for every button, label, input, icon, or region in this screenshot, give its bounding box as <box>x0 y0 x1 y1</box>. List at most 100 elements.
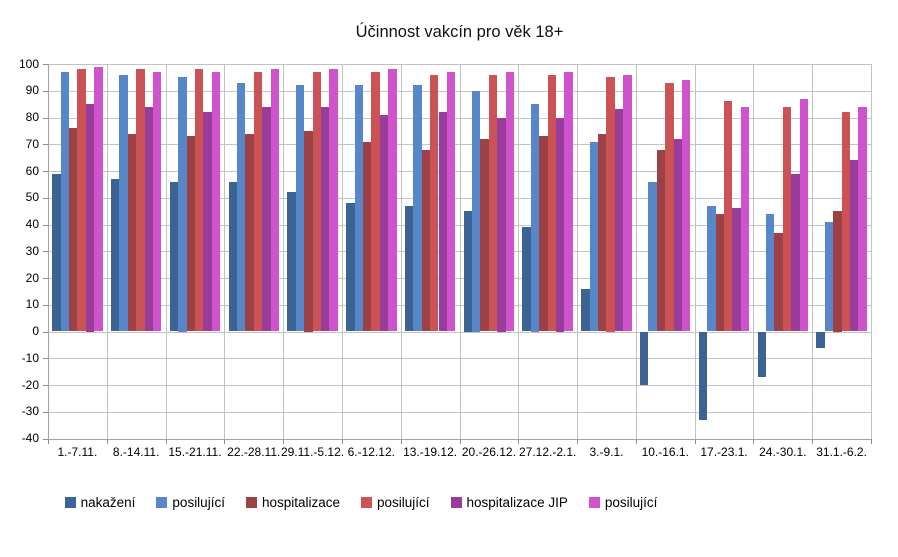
x-axis-label: 31.1.-6.2. <box>816 444 867 459</box>
bar <box>598 133 607 332</box>
bar <box>228 181 237 332</box>
y-axis-tick <box>43 144 48 146</box>
legend-label: posilující <box>604 495 658 510</box>
bar <box>262 106 271 332</box>
bar <box>480 138 489 332</box>
gridline-vertical <box>518 64 520 439</box>
bar <box>782 106 792 332</box>
y-axis-label: -10 <box>21 350 39 365</box>
y-axis-label: -30 <box>21 404 39 419</box>
x-axis-tick <box>577 438 579 444</box>
x-axis-label: 24.-30.1. <box>759 444 807 459</box>
bar <box>539 136 548 332</box>
y-axis-tick <box>43 171 48 172</box>
bar <box>497 117 506 332</box>
y-axis-tick <box>43 304 48 306</box>
gridline-vertical <box>577 64 579 439</box>
bar <box>85 104 95 332</box>
bar <box>379 114 389 332</box>
y-axis-label: 70 <box>25 136 39 151</box>
bar <box>245 133 254 332</box>
bar <box>682 80 691 332</box>
bar <box>152 72 162 332</box>
bar <box>438 112 447 332</box>
bar <box>623 74 632 332</box>
y-axis-line <box>48 64 49 439</box>
y-axis-tick <box>43 197 48 199</box>
chart-title: Účinnost vakcín pro věk 18+ <box>355 23 564 41</box>
x-axis-label: 17.-23.1. <box>700 444 748 459</box>
bar <box>816 331 825 348</box>
x-axis-label: 3.-9.1. <box>589 444 624 459</box>
bar <box>446 72 456 332</box>
bar <box>547 74 557 332</box>
bar <box>732 208 741 332</box>
bar <box>127 133 137 332</box>
x-axis-tick <box>48 438 49 444</box>
bar <box>320 106 330 332</box>
legend-swatch <box>245 497 257 508</box>
bar <box>236 82 246 332</box>
bar <box>488 74 498 332</box>
bar <box>581 288 590 332</box>
bar <box>791 173 800 332</box>
x-axis-tick <box>459 438 461 444</box>
y-axis-label: 40 <box>25 217 39 231</box>
y-axis-tick <box>43 117 48 119</box>
bar <box>715 213 725 332</box>
legend-swatch <box>588 497 600 508</box>
gridline-vertical <box>871 64 872 439</box>
y-axis-tick <box>43 64 48 65</box>
gridline-vertical <box>283 64 285 439</box>
gridline-vertical <box>812 64 814 439</box>
bar <box>203 112 212 332</box>
bar <box>388 69 397 332</box>
bar <box>68 128 78 332</box>
bar <box>606 77 615 332</box>
x-axis-label: 27.12.-2.1. <box>518 444 577 459</box>
bar <box>430 74 439 332</box>
bar <box>472 90 481 332</box>
bar <box>766 213 775 332</box>
x-axis-tick <box>283 438 285 444</box>
bar <box>799 98 808 332</box>
y-axis-label: -20 <box>21 377 39 392</box>
bar <box>724 101 733 332</box>
bar <box>564 72 573 332</box>
bar <box>505 72 515 332</box>
x-axis-label: 10.-16.1. <box>641 444 689 459</box>
bar <box>522 227 531 332</box>
y-axis-label: -40 <box>21 431 39 445</box>
bar <box>354 85 363 332</box>
legend-swatch <box>361 497 372 508</box>
bar <box>60 72 69 332</box>
bar <box>824 221 834 332</box>
bar <box>186 136 195 332</box>
gridline-vertical <box>459 64 461 439</box>
legend-label: posilující <box>377 495 430 510</box>
y-axis-tick <box>43 331 48 333</box>
gridline-vertical <box>106 64 108 439</box>
legend-item: posilující <box>588 495 658 510</box>
bar <box>312 72 321 332</box>
x-axis-label: 29.11.-5.12. <box>280 444 345 459</box>
y-axis-label: 90 <box>25 83 39 98</box>
gridline-vertical <box>224 64 226 439</box>
x-axis-line <box>48 438 871 440</box>
x-axis-tick <box>400 438 402 444</box>
gridline-vertical <box>753 64 755 439</box>
y-axis-tick <box>43 90 48 92</box>
x-axis-label: 13.-19.12. <box>403 444 458 459</box>
bar <box>556 117 565 332</box>
bar <box>110 179 120 332</box>
bar <box>178 77 187 332</box>
bar <box>740 106 750 332</box>
legend-label: nakažení <box>80 495 136 510</box>
bar <box>211 72 221 332</box>
bar <box>119 74 128 332</box>
bar <box>833 211 842 332</box>
bar <box>858 106 867 332</box>
y-axis-tick <box>43 438 48 440</box>
